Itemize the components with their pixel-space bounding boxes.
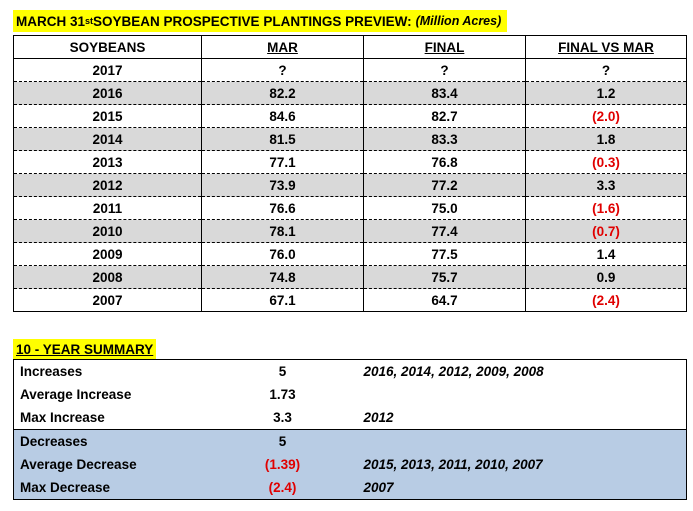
summary-label: Average Increase (20, 387, 132, 402)
header-final-vs-mar: FINAL VS MAR (525, 35, 687, 59)
summary-years: 2012 (363, 410, 394, 425)
diff-cell: 3.3 (525, 173, 687, 197)
table-row: 2014 81.5 83.3 1.8 (13, 127, 687, 151)
final-cell: 82.7 (363, 104, 526, 128)
table-row: 2013 77.1 76.8 (0.3) (13, 150, 687, 174)
summary-label: Increases (20, 364, 83, 379)
summary-label: Max Increase (20, 410, 105, 425)
final-cell: 75.7 (363, 265, 526, 289)
summary-value: (2.4) (203, 476, 362, 500)
summary-years (362, 383, 687, 406)
mar-cell: 82.2 (201, 81, 364, 105)
table-body: 2017??? 2016 82.2 83.4 1.2 2015 84.6 82.7 (2.0) 2… (13, 58, 687, 312)
summary-row: Increases 5 2016, 2014, 2012, 2009, 2008 (14, 360, 687, 384)
mar-cell: 76.6 (201, 196, 364, 220)
year-cell: 2017 (92, 62, 123, 78)
summary-row: Average Decrease (1.39) 2015, 2013, 2011, … (13, 453, 687, 476)
diff-cell: (2.4) (525, 288, 687, 312)
summary-years: 2007 (361, 476, 687, 500)
summary-title: 10 - YEAR SUMMARY (13, 339, 157, 359)
diff-cell: 0.9 (525, 265, 687, 289)
year-cell: 2012 (13, 173, 202, 197)
header-mar-label: MAR (267, 39, 298, 55)
final-cell: ? (363, 58, 526, 82)
year-cell: 2016 (13, 81, 202, 105)
mar-cell: 78.1 (201, 219, 364, 243)
mar-cell: 76.0 (201, 242, 364, 266)
mar-cell: 67.1 (201, 288, 364, 312)
plantings-table: SOYBEANS MAR FINAL FINAL VS MAR 2017??? 2… (13, 35, 687, 312)
table-row: 2010 78.1 77.4 (0.7) (13, 219, 687, 243)
final-cell: 64.7 (363, 288, 526, 312)
mar-cell: ? (201, 58, 364, 82)
summary-table: Increases 5 2016, 2014, 2012, 2009, 2008 Av… (13, 359, 687, 500)
header-final-vs-mar-label: FINAL VS MAR (558, 39, 654, 55)
summary-years: 2016, 2014, 2012, 2009, 2008 (363, 364, 544, 379)
summary-label: Decreases (13, 429, 204, 453)
summary-value: 5 (203, 429, 362, 453)
year-cell: 2014 (13, 127, 202, 151)
mar-cell: 74.8 (201, 265, 364, 289)
year-cell: 2010 (13, 219, 202, 243)
summary-label: Max Decrease (13, 476, 204, 500)
header-soybeans: SOYBEANS (13, 35, 202, 59)
table-row: 2008 74.8 75.7 0.9 (13, 265, 687, 289)
mar-cell: 81.5 (201, 127, 364, 151)
mar-cell: 73.9 (201, 173, 364, 197)
header-mar: MAR (201, 35, 364, 59)
title-main: SOYBEAN PROSPECTIVE PLANTINGS PREVIEW: (93, 13, 412, 29)
summary-row: Max Decrease (2.4) 2007 (13, 476, 687, 500)
table-row: 2016 82.2 83.4 1.2 (13, 81, 687, 105)
table-header-row: SOYBEANS MAR FINAL FINAL VS MAR (13, 35, 687, 59)
table-row: 2012 73.9 77.2 3.3 (13, 173, 687, 197)
summary-years (361, 429, 687, 453)
year-cell: 2011 (13, 196, 202, 220)
diff-cell: 1.8 (525, 127, 687, 151)
summary-years: 2015, 2013, 2011, 2010, 2007 (361, 453, 687, 476)
final-cell: 77.5 (363, 242, 526, 266)
table-row: 2015 84.6 82.7 (2.0) (13, 104, 687, 128)
table-row: 2011 76.6 75.0 (1.6) (13, 196, 687, 220)
table-row: 2017??? (14, 58, 687, 82)
year-cell: 2009 (13, 242, 202, 266)
header-final: FINAL (363, 35, 526, 59)
summary-label: Average Decrease (13, 453, 204, 476)
diff-cell: (0.7) (525, 219, 687, 243)
final-cell: 75.0 (363, 196, 526, 220)
title-prefix: MARCH 31 (16, 13, 86, 29)
diff-cell: (0.3) (525, 150, 687, 174)
mar-cell: 77.1 (201, 150, 364, 174)
mar-cell: 84.6 (201, 104, 364, 128)
diff-cell: (2.0) (525, 104, 687, 128)
year-cell: 2013 (13, 150, 202, 174)
summary-value: 5 (278, 364, 287, 379)
final-cell: 83.4 (363, 81, 526, 105)
summary-row: Decreases 5 (13, 429, 687, 453)
table-row: 2009 76.0 77.5 1.4 (13, 242, 687, 266)
diff-cell: ? (525, 58, 687, 82)
header-final-label: FINAL (424, 39, 465, 55)
year-cell: 2007 (13, 288, 202, 312)
final-cell: 77.2 (363, 173, 526, 197)
final-cell: 77.4 (363, 219, 526, 243)
summary-value: 1.73 (269, 387, 296, 402)
table-row: 2007 67.1 64.7 (2.4) (13, 288, 687, 312)
summary-row: Average Increase 1.73 (14, 383, 687, 406)
title-units: (Million Acres) (415, 14, 502, 28)
final-cell: 83.3 (363, 127, 526, 151)
summary-value: (1.39) (203, 453, 362, 476)
year-cell: 2015 (13, 104, 202, 128)
summary-row: Max Increase 3.3 2012 (14, 406, 687, 430)
final-cell: 76.8 (363, 150, 526, 174)
diff-cell: 1.2 (525, 81, 687, 105)
diff-cell: (1.6) (525, 196, 687, 220)
diff-cell: 1.4 (525, 242, 687, 266)
summary-body: Increases 5 2016, 2014, 2012, 2009, 2008 Av… (13, 360, 687, 500)
summary-value: 3.3 (273, 410, 292, 425)
year-cell: 2008 (13, 265, 202, 289)
